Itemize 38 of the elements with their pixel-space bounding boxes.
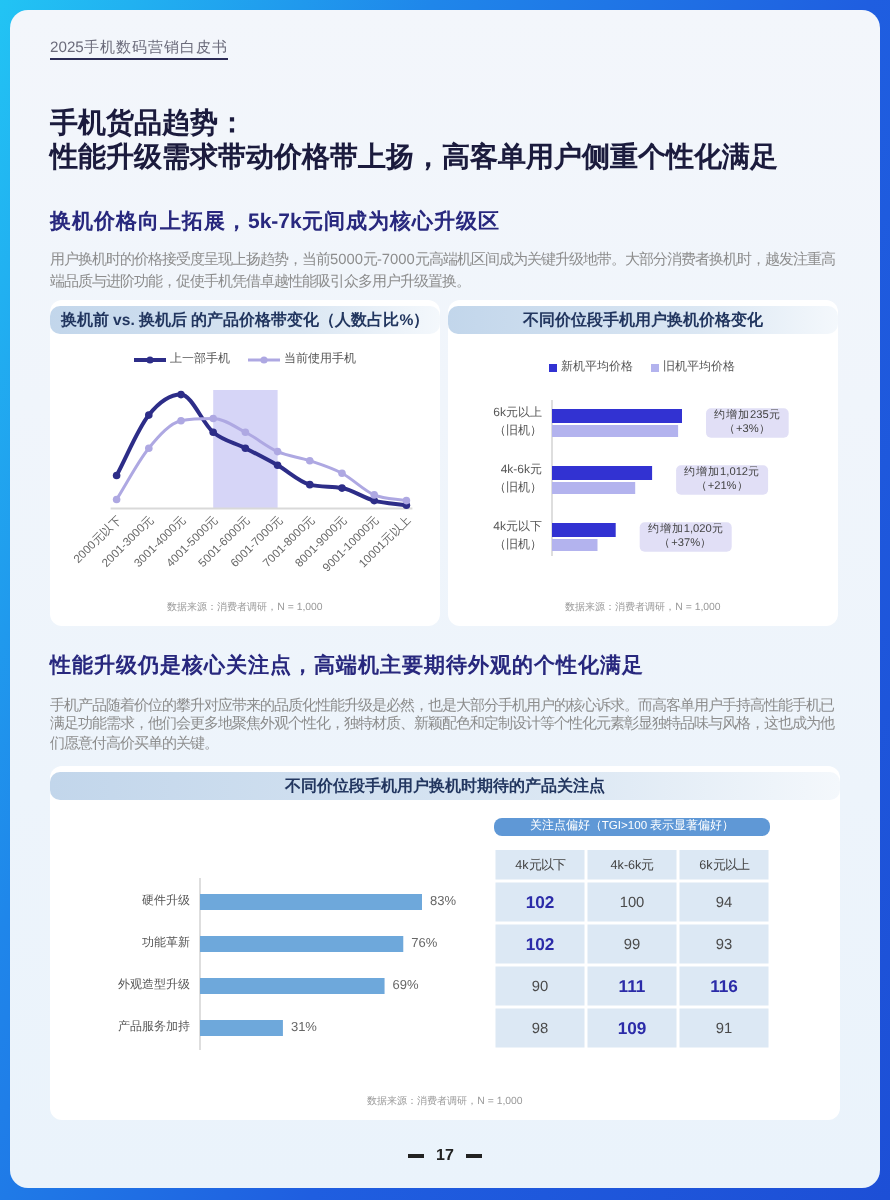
bar: [200, 936, 404, 952]
point: [209, 428, 217, 437]
data-label: 109: [617, 1018, 647, 1038]
point: [112, 495, 121, 504]
text: 换机价格向上拓展，5k-7k元间成为核心升级区: [50, 208, 500, 236]
bar: [552, 409, 682, 423]
point: [338, 484, 346, 492]
point: [273, 447, 282, 456]
text: 性能升级仍是核心关注点，高端机主要期待外观的个性化满足: [50, 652, 644, 680]
point: [402, 496, 411, 505]
point: [112, 471, 121, 480]
point: [241, 428, 250, 437]
point: [145, 444, 153, 452]
data-label: 116: [710, 976, 739, 996]
text: 性能升级需求带动价格带上扬，高客单用户侧重个性化满足: [50, 140, 778, 174]
data-label: 111: [618, 976, 646, 996]
bar: [200, 978, 385, 994]
bar: [552, 466, 653, 480]
point: [241, 444, 250, 452]
point: [273, 461, 282, 470]
bar: [200, 894, 422, 910]
text: 17: [436, 1146, 454, 1164]
data-label: 102: [525, 892, 555, 912]
bar: [552, 482, 636, 494]
bar: [552, 539, 598, 551]
point: [177, 417, 185, 425]
point: [306, 480, 314, 489]
point: [370, 491, 378, 499]
bar: [552, 425, 679, 437]
point: [145, 411, 153, 419]
point: [209, 414, 217, 423]
point: [177, 390, 185, 399]
data-label: 102: [525, 934, 555, 954]
bar: [552, 523, 616, 537]
text: 手机货品趋势：: [50, 106, 246, 140]
point: [306, 456, 314, 465]
bar: [200, 1020, 283, 1036]
point: [338, 469, 346, 478]
